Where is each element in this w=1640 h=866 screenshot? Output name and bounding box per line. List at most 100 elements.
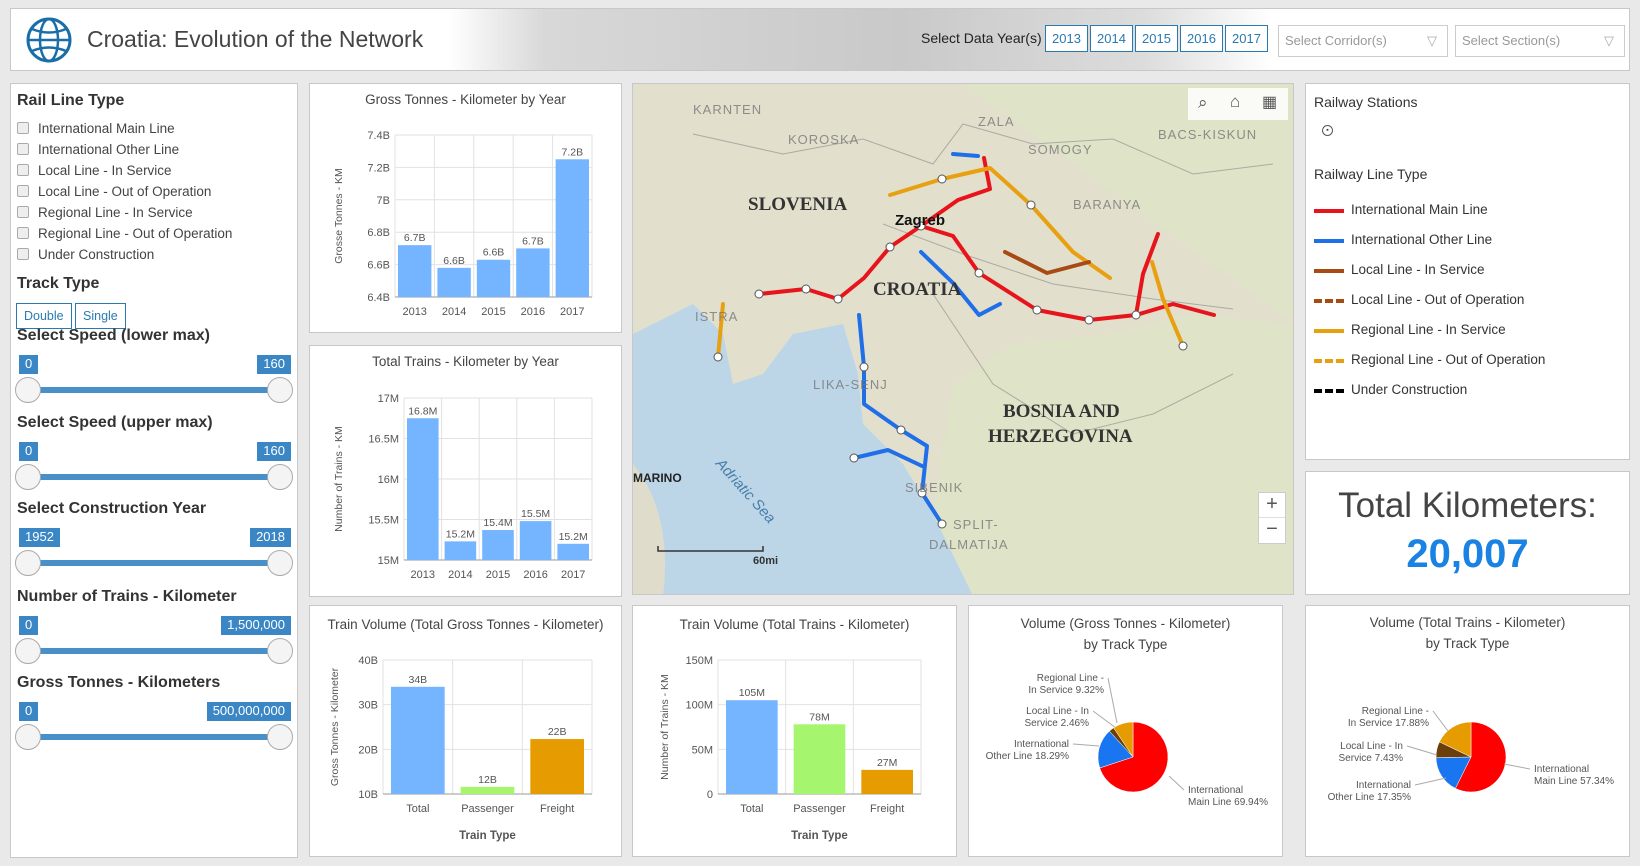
data-label: 6.7B [522, 235, 544, 247]
slider-min-handle[interactable] [15, 724, 41, 750]
legend-line-swatch [1314, 239, 1344, 243]
year-button-2013[interactable]: 2013 [1045, 25, 1088, 52]
y-tick-label: 17M [378, 393, 399, 405]
y-tick-label: 16M [378, 474, 399, 486]
section-placeholder: Select Section(s) [1462, 33, 1561, 48]
slider-max-handle[interactable] [267, 638, 293, 664]
map-label: MARINO [633, 471, 682, 485]
pie-label: Local Line - In [1026, 706, 1089, 717]
legend-line-swatch [1314, 299, 1344, 303]
y-axis-label: Number of Trains - KM [659, 674, 671, 780]
regional-line-route [1150, 260, 1185, 348]
x-tick-label: 2017 [561, 569, 585, 581]
rail-line-type-title: Rail Line Type [17, 92, 125, 109]
section-select[interactable]: Select Section(s) ▽ [1455, 25, 1625, 57]
local-line-route [1003, 250, 1091, 275]
slider-min-handle[interactable] [15, 377, 41, 403]
slider-title: Select Speed (upper max) [17, 414, 213, 431]
pie-label: In Service 17.88% [1348, 718, 1429, 729]
y-tick-label: 20B [358, 744, 378, 756]
pie-label: Other Line 17.35% [1328, 792, 1411, 803]
total-kilometers-label: Total Kilometers: [1338, 486, 1597, 525]
checkbox-under-construction[interactable]: Under Construction [17, 247, 154, 262]
checkbox-international-other-line[interactable]: International Other Line [17, 142, 179, 157]
bar [460, 786, 515, 794]
zoom-in-button[interactable]: + [1259, 493, 1285, 518]
data-label: 15.5M [521, 508, 550, 520]
y-tick-label: 100M [685, 700, 713, 712]
slider-max-handle[interactable] [267, 550, 293, 576]
track-single-button[interactable]: Single [75, 303, 126, 329]
y-tick-label: 6.4B [367, 292, 390, 304]
slider-max-handle[interactable] [267, 377, 293, 403]
map-label: ZALA [978, 114, 1015, 129]
slider-min-value: 0 [19, 702, 39, 721]
x-axis-label: Train Type [791, 830, 848, 842]
bar [530, 739, 584, 794]
y-tick-label: 6.6B [367, 260, 390, 272]
corridor-placeholder: Select Corridor(s) [1285, 33, 1387, 48]
y-tick-label: 10B [358, 789, 378, 801]
data-label: 12B [478, 774, 497, 786]
map-label: ISTRA [695, 309, 738, 324]
network-map[interactable]: KARNTEN KOROSKA ZALA SOMOGY BACS-KISKUN … [632, 83, 1294, 595]
slider-track[interactable] [29, 474, 287, 480]
bar-chart: 6.4B 6.6B 6.8B 7B 7.2B 7.4B 6.7B 2013 6.6B 2014 6.… [333, 130, 593, 318]
bar [793, 724, 846, 794]
slider-max-handle[interactable] [267, 724, 293, 750]
zoom-out-button[interactable]: − [1266, 518, 1278, 540]
year-button-2016[interactable]: 2016 [1180, 25, 1223, 52]
pie-label: International [1014, 739, 1069, 750]
data-label: 6.6B [443, 255, 465, 267]
y-axis-label: Grosse Tonnes - KM [333, 168, 345, 264]
leader-line [1107, 677, 1118, 724]
slider-min-handle[interactable] [15, 464, 41, 490]
leader-line [1503, 763, 1531, 770]
basemap-gallery-icon[interactable]: ▦ [1262, 94, 1278, 111]
search-icon[interactable]: ⌕ [1198, 93, 1208, 112]
pie-slice [1113, 721, 1134, 758]
y-tick-label: 15M [378, 555, 399, 567]
pie-label: Local Line - In [1340, 741, 1403, 752]
leader-line [1072, 743, 1100, 747]
year-button-2015[interactable]: 2015 [1135, 25, 1178, 52]
map-canvas[interactable]: KARNTEN KOROSKA ZALA SOMOGY BACS-KISKUN … [633, 84, 1294, 595]
year-button-2014[interactable]: 2014 [1090, 25, 1133, 52]
bar [519, 521, 552, 560]
slider-max-value: 1,500,000 [221, 616, 291, 635]
slider-title: Select Construction Year [17, 500, 207, 517]
checkbox-local-line-out-of-operation[interactable]: Local Line - Out of Operation [17, 184, 211, 199]
y-tick-label: 0 [707, 789, 713, 801]
slider-max-handle[interactable] [267, 464, 293, 490]
year-button-2017[interactable]: 2017 [1225, 25, 1268, 52]
slider-track[interactable] [29, 734, 287, 740]
year-select-label: Select Data Year(s) [921, 30, 1042, 46]
gross-tonnes-pie-chart: Volume (Gross Tonnes - Kilometer) by Tra… [968, 605, 1283, 857]
map-label: SPLIT- [953, 517, 999, 532]
home-icon[interactable]: ⌂ [1230, 92, 1241, 111]
slider-track[interactable] [29, 560, 287, 566]
slider-track[interactable] [29, 648, 287, 654]
chart-title: Train Volume (Total Trains - Kilometer) [679, 617, 910, 632]
corridor-select[interactable]: Select Corridor(s) ▽ [1278, 25, 1448, 57]
checkbox-regional-line-out-of-operation[interactable]: Regional Line - Out of Operation [17, 226, 232, 241]
y-tick-label: 50M [692, 744, 713, 756]
scale-bar [657, 546, 764, 552]
y-tick-label: 7.2B [367, 162, 390, 174]
regional-line-route [888, 166, 1112, 280]
leader-line [1406, 745, 1438, 756]
header: Croatia: Evolution of the Network Select… [10, 8, 1630, 71]
map-toolbar: ⌕ ⌂ ▦ [1188, 88, 1288, 120]
track-double-button[interactable]: Double [16, 303, 72, 329]
checkbox-local-line-in-service[interactable]: Local Line - In Service [17, 163, 172, 178]
data-label: 15.2M [446, 528, 475, 540]
slider-min-value: 0 [19, 616, 39, 635]
checkbox-regional-line-in-service[interactable]: Regional Line - In Service [17, 205, 193, 220]
checkbox-international-main-line[interactable]: International Main Line [17, 121, 175, 136]
total-trains-pie-chart: Volume (Total Trains - Kilometer) by Tra… [1305, 605, 1630, 857]
slider-min-handle[interactable] [15, 638, 41, 664]
slider-min-handle[interactable] [15, 550, 41, 576]
slider-min-value: 0 [19, 355, 39, 374]
slider-track[interactable] [29, 387, 287, 393]
